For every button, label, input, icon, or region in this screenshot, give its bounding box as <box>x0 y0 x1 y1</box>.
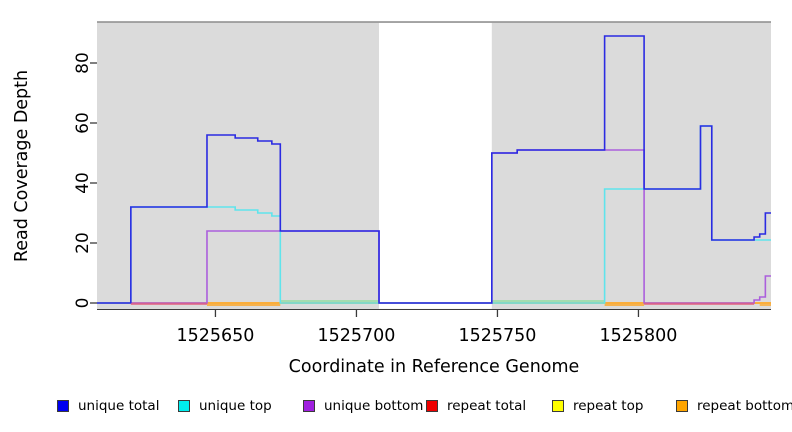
legend-swatch-icon <box>178 400 190 412</box>
x-tick-label: 1525650 <box>176 326 254 346</box>
legend-label: unique total <box>78 398 160 414</box>
series-unique-total <box>97 35 771 304</box>
x-axis-title: Coordinate in Reference Genome <box>289 357 580 377</box>
legend-label: repeat top <box>573 398 644 414</box>
chart-legend: unique total unique top unique bottom repea… <box>0 397 792 417</box>
legend-item-unique-total: unique total <box>57 397 159 415</box>
masked-region <box>379 22 492 309</box>
y-tick-label: 40 <box>73 172 93 194</box>
legend-label: repeat bottom <box>697 398 792 414</box>
legend-item-repeat-top: repeat top <box>552 397 643 415</box>
y-tick-label: 20 <box>73 232 93 254</box>
y-tick-label: 0 <box>73 298 93 309</box>
x-tick-label: 1525800 <box>599 326 677 346</box>
legend-label: unique bottom <box>324 398 424 414</box>
legend-swatch-icon <box>57 400 69 412</box>
legend-label: repeat total <box>447 398 527 414</box>
legend-item-repeat-total: repeat total <box>426 397 526 415</box>
y-axis-title: Read Coverage Depth <box>12 70 32 262</box>
legend-swatch-icon <box>426 400 438 412</box>
y-tick-label: 80 <box>73 52 93 74</box>
legend-item-unique-top: unique top <box>178 397 272 415</box>
legend-swatch-icon <box>676 400 688 412</box>
y-tick-label: 60 <box>73 112 93 134</box>
x-tick-label: 1525750 <box>458 326 536 346</box>
legend-swatch-icon <box>552 400 564 412</box>
legend-item-repeat-bottom: repeat bottom <box>676 397 792 415</box>
legend-swatch-icon <box>303 400 315 412</box>
x-tick-label: 1525700 <box>317 326 395 346</box>
legend-label: unique top <box>199 398 272 414</box>
legend-item-unique-bottom: unique bottom <box>303 397 423 415</box>
